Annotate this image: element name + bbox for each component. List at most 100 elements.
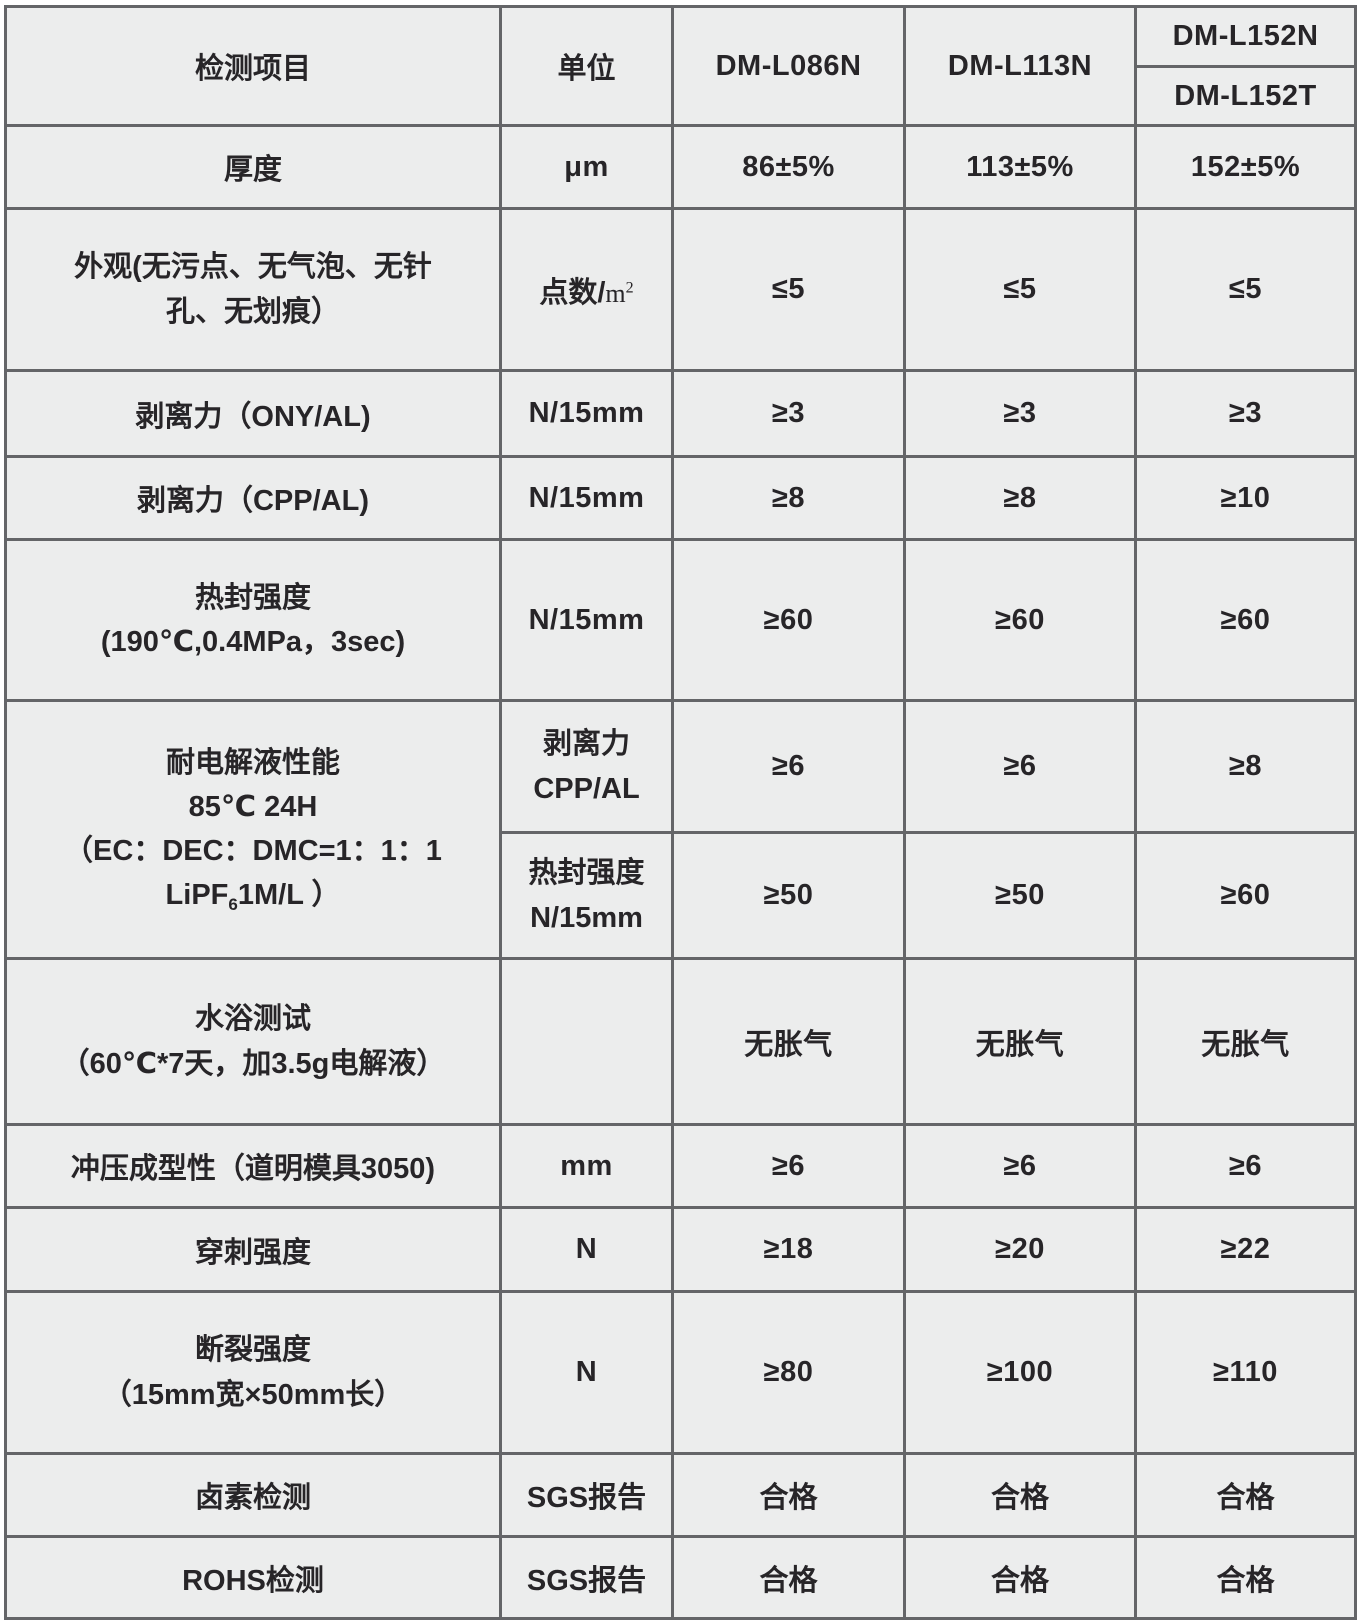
- appearance-item-line1: 外观(无污点、无气泡、无针: [74, 251, 432, 284]
- electrolyte-item-line4: LiPF61M/L ）: [165, 879, 341, 915]
- table-row-water-bath: 水浴测试 （60℃*7天，加3.5g电解液） 无胀气 无胀气 无胀气: [4, 957, 1357, 1126]
- water-bath-value-2: 无胀气: [903, 957, 1137, 1126]
- puncture-value-3: ≥22: [1134, 1206, 1357, 1293]
- header-model-dm-l152n: DM-L152N: [1134, 5, 1357, 68]
- header-row-2: DM-L152T: [6, 65, 1357, 127]
- electrolyte-peel-unit-line1: 剥离力: [542, 728, 630, 761]
- electrolyte-peel-unit-line2: CPP/AL: [533, 772, 640, 805]
- spec-sheet-page: 检测项目 单位 DM-L086N DM-L113N DM-L152N DM-L1…: [4, 5, 1357, 1620]
- peel-cpp-value-2: ≥8: [903, 455, 1137, 541]
- table-row-appearance: 外观(无污点、无气泡、无针 孔、无划痕） 点数/m2 ≤5 ≤5 ≤5: [4, 207, 1357, 372]
- peel-ony-value-1: ≥3: [671, 369, 906, 458]
- stamping-item: 冲压成型性（道明模具3050): [4, 1123, 502, 1209]
- peel-cpp-value-1: ≥8: [671, 455, 906, 541]
- appearance-value-1: ≤5: [671, 207, 906, 372]
- header-model-dm-l113n: DM-L113N: [903, 5, 1137, 127]
- electrolyte-item-line1: 耐电解液性能: [165, 746, 340, 779]
- header-model-dm-l086n: DM-L086N: [671, 5, 906, 127]
- table-row-peel-ony: 剥离力（ONY/AL) N/15mm ≥3 ≥3 ≥3: [4, 369, 1357, 458]
- table-row-tensile: 断裂强度 （15mm宽×50mm长） N ≥80 ≥100 ≥110: [4, 1290, 1357, 1455]
- electrolyte-peel-value-1: ≥6: [671, 699, 906, 834]
- heat-seal-value-1: ≥60: [671, 538, 906, 702]
- spec-table: 检测项目 单位 DM-L086N DM-L113N DM-L152N DM-L1…: [4, 5, 1357, 1620]
- heat-seal-value-3: ≥60: [1134, 538, 1357, 702]
- thickness-item: 厚度: [4, 124, 502, 210]
- electrolyte-heatseal-value-2: ≥50: [903, 831, 1137, 960]
- table-row-heat-seal: 热封强度 (190℃,0.4MPa，3sec) N/15mm ≥60 ≥60 ≥…: [4, 538, 1357, 702]
- heat-seal-item: 热封强度 (190℃,0.4MPa，3sec): [4, 538, 502, 702]
- table-row-puncture: 穿刺强度 N ≥18 ≥20 ≥22: [4, 1206, 1357, 1293]
- rohs-value-1: 合格: [671, 1535, 906, 1620]
- electrolyte-heatseal-unit-line1: 热封强度: [528, 857, 645, 890]
- tensile-item-line2: （15mm宽×50mm长）: [102, 1378, 404, 1411]
- peel-cpp-item: 剥离力（CPP/AL): [4, 455, 502, 541]
- halogen-unit: SGS报告: [499, 1452, 674, 1538]
- water-bath-item-line2: （60℃*7天，加3.5g电解液）: [60, 1047, 446, 1080]
- puncture-value-2: ≥20: [903, 1206, 1137, 1293]
- stamping-unit: mm: [499, 1123, 674, 1209]
- appearance-unit-m2: m2: [605, 278, 634, 308]
- heat-seal-value-2: ≥60: [903, 538, 1137, 702]
- rohs-value-3: 合格: [1134, 1535, 1357, 1620]
- table-row-rohs: ROHS检测 SGS报告 合格 合格 合格: [4, 1535, 1357, 1620]
- halogen-item: 卤素检测: [4, 1452, 502, 1538]
- electrolyte-heatseal-value-1: ≥50: [671, 831, 906, 960]
- electrolyte-peel-value-2: ≥6: [903, 699, 1137, 834]
- peel-ony-value-3: ≥3: [1134, 369, 1357, 458]
- electrolyte-item-line3: （EC：DEC：DMC=1：1：1: [64, 835, 442, 868]
- electrolyte-peel-value-3: ≥8: [1134, 699, 1357, 834]
- tensile-value-1: ≥80: [671, 1290, 906, 1455]
- halogen-value-2: 合格: [903, 1452, 1137, 1538]
- heat-seal-item-line2: (190℃,0.4MPa，3sec): [100, 626, 406, 658]
- puncture-unit: N: [499, 1206, 674, 1293]
- stamping-value-2: ≥6: [903, 1123, 1137, 1209]
- water-bath-item-line1: 水浴测试: [194, 1003, 311, 1036]
- table-row-electrolyte-heatseal: 热封强度 N/15mm ≥50 ≥50 ≥60: [6, 831, 1357, 960]
- table-row-peel-cpp: 剥离力（CPP/AL) N/15mm ≥8 ≥8 ≥10: [4, 455, 1357, 541]
- table-row-thickness: 厚度 μm 86±5% 113±5% 152±5%: [4, 124, 1357, 210]
- electrolyte-peel-unit: 剥离力 CPP/AL: [499, 699, 674, 834]
- thickness-value-1: 86±5%: [671, 124, 906, 210]
- header-unit: 单位: [499, 5, 674, 127]
- tensile-item-line1: 断裂强度: [194, 1334, 311, 1367]
- electrolyte-item-line2: 85℃ 24H: [188, 791, 318, 824]
- water-bath-item: 水浴测试 （60℃*7天，加3.5g电解液）: [4, 957, 502, 1126]
- water-bath-unit-empty: [499, 957, 674, 1126]
- rohs-item: ROHS检测: [4, 1535, 502, 1620]
- header-row: 检测项目 单位 DM-L086N DM-L113N DM-L152N: [4, 5, 1357, 127]
- puncture-value-1: ≥18: [671, 1206, 906, 1293]
- rohs-value-2: 合格: [903, 1535, 1137, 1620]
- appearance-unit-prefix: 点数/: [539, 276, 606, 309]
- water-bath-value-1: 无胀气: [671, 957, 906, 1126]
- peel-cpp-value-3: ≥10: [1134, 455, 1357, 541]
- electrolyte-heatseal-unit: 热封强度 N/15mm: [499, 831, 674, 960]
- table-row-electrolyte-peel: 耐电解液性能 85℃ 24H （EC：DEC：DMC=1：1：1 LiPF61M…: [4, 699, 1357, 960]
- rohs-unit: SGS报告: [499, 1535, 674, 1620]
- stamping-value-1: ≥6: [671, 1123, 906, 1209]
- appearance-unit: 点数/m2: [499, 207, 674, 372]
- heat-seal-item-line1: 热封强度: [194, 581, 311, 614]
- peel-ony-item: 剥离力（ONY/AL): [4, 369, 502, 458]
- peel-cpp-unit: N/15mm: [499, 455, 674, 541]
- thickness-value-3: 152±5%: [1134, 124, 1357, 210]
- header-item: 检测项目: [4, 5, 502, 127]
- stamping-value-3: ≥6: [1134, 1123, 1357, 1209]
- puncture-item: 穿刺强度: [4, 1206, 502, 1293]
- halogen-value-3: 合格: [1134, 1452, 1357, 1538]
- header-model-dm-l152t: DM-L152T: [1134, 65, 1357, 127]
- tensile-item: 断裂强度 （15mm宽×50mm长）: [4, 1290, 502, 1455]
- thickness-value-2: 113±5%: [903, 124, 1137, 210]
- tensile-value-3: ≥110: [1134, 1290, 1357, 1455]
- peel-ony-unit: N/15mm: [499, 369, 674, 458]
- appearance-item: 外观(无污点、无气泡、无针 孔、无划痕）: [4, 207, 502, 372]
- thickness-unit: μm: [499, 124, 674, 210]
- peel-ony-value-2: ≥3: [903, 369, 1137, 458]
- electrolyte-item: 耐电解液性能 85℃ 24H （EC：DEC：DMC=1：1：1 LiPF61M…: [4, 699, 502, 960]
- water-bath-value-3: 无胀气: [1134, 957, 1357, 1126]
- table-row-halogen: 卤素检测 SGS报告 合格 合格 合格: [4, 1452, 1357, 1538]
- appearance-value-2: ≤5: [903, 207, 1137, 372]
- tensile-unit: N: [499, 1290, 674, 1455]
- halogen-value-1: 合格: [671, 1452, 906, 1538]
- table-row-stamping: 冲压成型性（道明模具3050) mm ≥6 ≥6 ≥6: [4, 1123, 1357, 1209]
- tensile-value-2: ≥100: [903, 1290, 1137, 1455]
